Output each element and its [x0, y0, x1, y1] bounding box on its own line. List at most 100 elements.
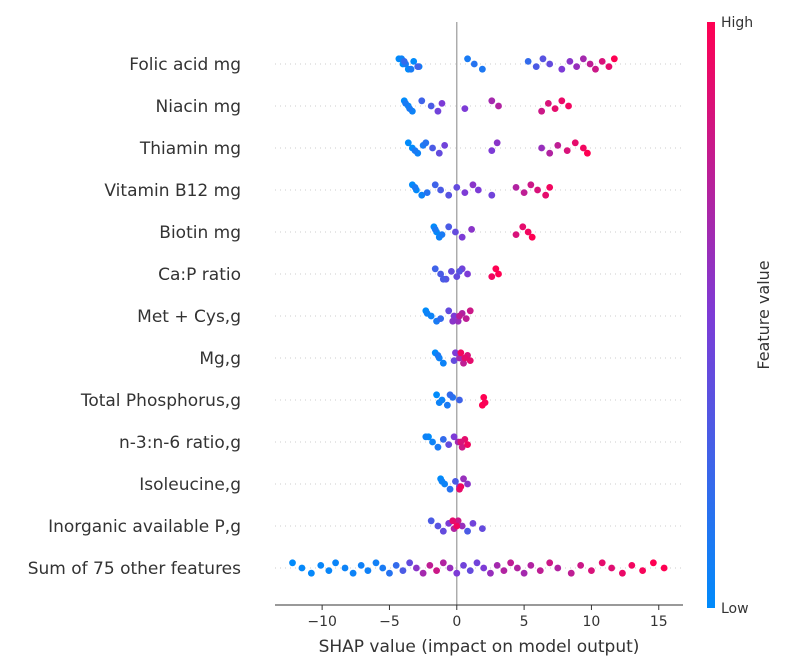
shap-point: [437, 270, 445, 278]
shap-point: [462, 315, 470, 322]
shap-point: [457, 438, 465, 446]
shap-point: [438, 100, 446, 107]
shap-point: [446, 564, 454, 572]
x-axis: −10 −5 0 5 10 15: [275, 604, 683, 630]
shap-point: [563, 147, 571, 155]
colorbar-low-label: Low: [721, 601, 749, 617]
shap-point: [546, 60, 554, 68]
shap-point: [493, 139, 501, 147]
shap-point: [456, 312, 463, 320]
shap-point: [441, 142, 449, 149]
shap-point: [446, 485, 454, 493]
shap-point: [431, 265, 439, 273]
shap-point: [473, 559, 481, 567]
shap-point: [566, 58, 574, 65]
shap-point: [349, 569, 357, 577]
feature-label: Folic acid mg: [129, 55, 241, 75]
shap-point: [610, 55, 618, 63]
feature-label: Thiamin mg: [139, 139, 241, 159]
shap-point: [464, 270, 471, 278]
shap-point: [412, 564, 420, 572]
shap-point: [410, 58, 418, 65]
shap-point: [500, 567, 508, 574]
shap-point: [379, 564, 387, 572]
scatter-points: [289, 55, 668, 577]
shap-point: [445, 441, 453, 448]
shap-point: [307, 569, 315, 577]
shap-point: [364, 567, 372, 574]
shap-point: [583, 149, 591, 157]
shap-point: [406, 559, 414, 567]
shap-point: [429, 438, 436, 446]
shap-point: [524, 228, 532, 236]
shap-point: [449, 517, 457, 525]
shap-point: [536, 567, 544, 574]
colorbar-high-label: High: [721, 15, 753, 31]
shap-point: [474, 186, 482, 194]
shap-point: [434, 352, 442, 359]
shap-point: [433, 567, 440, 574]
shap-point: [488, 97, 496, 105]
shap-point: [392, 562, 400, 569]
feature-label: Isoleucine,g: [139, 475, 241, 495]
shap-point: [450, 357, 458, 364]
shap-point: [492, 265, 500, 273]
feature-label: Met + Cys,g: [137, 307, 241, 327]
shap-point: [429, 144, 436, 152]
feature-label: Vitamin B12 mg: [104, 181, 241, 201]
shap-point: [411, 184, 419, 191]
shap-point: [639, 567, 647, 574]
shap-point: [422, 433, 430, 441]
shap-point: [456, 396, 463, 404]
shap-point: [434, 443, 442, 451]
shap-point: [341, 564, 349, 572]
shap-point: [605, 63, 613, 70]
shap-point: [488, 273, 496, 280]
shap-point: [438, 231, 446, 239]
shap-point: [493, 562, 501, 569]
shap-point: [427, 102, 435, 110]
shap-point: [453, 569, 461, 577]
feature-label: Niacin mg: [156, 97, 241, 117]
shap-point: [464, 527, 471, 535]
shap-point: [512, 231, 520, 239]
shap-point: [357, 562, 365, 569]
feature-label: n-3:n-6 ratio,g: [119, 433, 241, 453]
shap-point: [481, 399, 489, 406]
shap-point: [513, 564, 521, 572]
shap-point: [579, 55, 587, 63]
shap-point: [452, 349, 459, 357]
x-axis-title: SHAP value (impact on model output): [319, 637, 640, 657]
shap-point: [461, 105, 469, 112]
shap-point: [546, 149, 554, 157]
shap-point: [317, 562, 325, 569]
shap-point: [453, 522, 461, 530]
shap-point: [449, 317, 457, 325]
shap-point: [404, 139, 412, 147]
shap-point: [452, 478, 459, 485]
shap-point: [520, 189, 528, 197]
shap-point: [598, 58, 606, 65]
shap-point: [480, 394, 488, 401]
shap-point: [418, 191, 426, 199]
shap-point: [495, 270, 502, 278]
shap-point: [466, 357, 474, 364]
shap-point: [520, 569, 528, 577]
shap-point: [558, 97, 566, 105]
shap-point: [435, 399, 443, 406]
shap-point: [488, 147, 496, 155]
shap-point: [458, 443, 466, 451]
shap-point: [435, 149, 443, 157]
shap-point: [447, 268, 455, 275]
shap-point: [445, 191, 453, 199]
x-tick-label: 15: [650, 614, 668, 630]
shap-point: [524, 58, 532, 65]
shap-point: [538, 107, 546, 115]
feature-label: Ca:P ratio: [158, 265, 241, 285]
shap-point: [407, 65, 415, 73]
shap-point: [419, 569, 427, 577]
shap-point: [480, 564, 488, 572]
shap-point: [551, 105, 559, 112]
shap-point: [456, 268, 463, 275]
shap-point: [402, 100, 410, 107]
